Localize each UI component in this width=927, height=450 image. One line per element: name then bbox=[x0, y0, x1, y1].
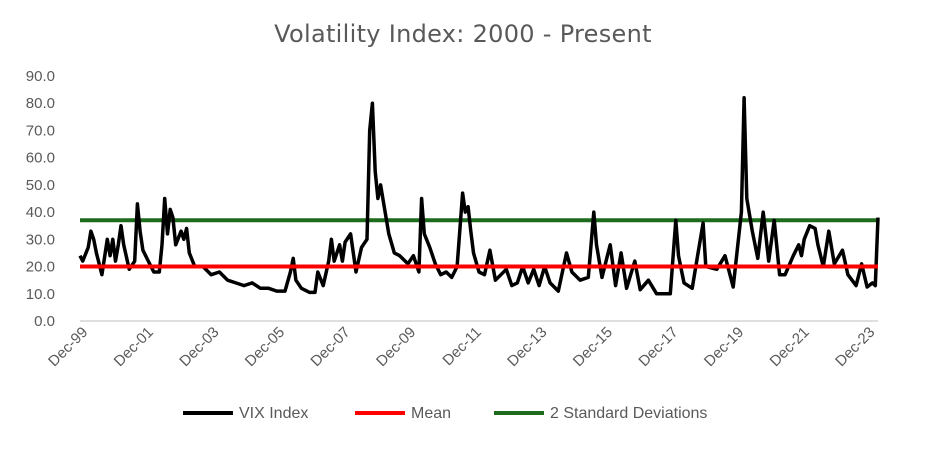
x-tick-label: Dec-23 bbox=[832, 324, 878, 370]
x-tick-label: Dec-17 bbox=[635, 324, 681, 370]
x-axis-ticks: Dec-99 Dec-01 Dec-03 Dec-05 Dec-07 Dec-09 Dec-… bbox=[45, 324, 878, 370]
x-tick-label: Dec-15 bbox=[570, 324, 616, 370]
x-tick-label: Dec-01 bbox=[111, 324, 157, 370]
y-tick-label: 10.0 bbox=[26, 286, 55, 303]
x-tick-label: Dec-21 bbox=[767, 324, 813, 370]
x-tick-label: Dec-03 bbox=[176, 324, 222, 370]
x-tick-label: Dec-09 bbox=[373, 324, 419, 370]
x-tick-label: Dec-05 bbox=[242, 324, 288, 370]
legend-label: 2 Standard Deviations bbox=[550, 405, 707, 422]
legend-label: VIX Index bbox=[239, 405, 308, 422]
x-tick-label: Dec-07 bbox=[307, 324, 353, 370]
y-axis-ticks: 0.0 10.0 20.0 30.0 40.0 50.0 60.0 70.0 80.0 90.0 bbox=[26, 68, 55, 330]
y-tick-label: 60.0 bbox=[26, 150, 55, 167]
y-tick-label: 40.0 bbox=[26, 204, 55, 221]
y-tick-label: 20.0 bbox=[26, 259, 55, 276]
y-tick-label: 50.0 bbox=[26, 177, 55, 194]
x-tick-label: Dec-99 bbox=[45, 324, 91, 370]
x-tick-label: Dec-13 bbox=[504, 324, 550, 370]
x-tick-label: Dec-19 bbox=[701, 324, 747, 370]
chart-title: Volatility Index: 2000 - Present bbox=[274, 20, 652, 48]
y-tick-label: 0.0 bbox=[34, 313, 55, 330]
y-tick-label: 80.0 bbox=[26, 95, 55, 112]
vix-index-line bbox=[78, 96, 880, 296]
legend-label: Mean bbox=[411, 405, 451, 422]
x-tick-label: Dec-11 bbox=[439, 324, 484, 369]
legend: VIX Index Mean 2 Standard Deviations bbox=[183, 405, 707, 422]
series-layer bbox=[78, 96, 880, 296]
y-tick-label: 30.0 bbox=[26, 231, 55, 248]
y-tick-label: 70.0 bbox=[26, 122, 55, 139]
y-tick-label: 90.0 bbox=[26, 68, 55, 85]
